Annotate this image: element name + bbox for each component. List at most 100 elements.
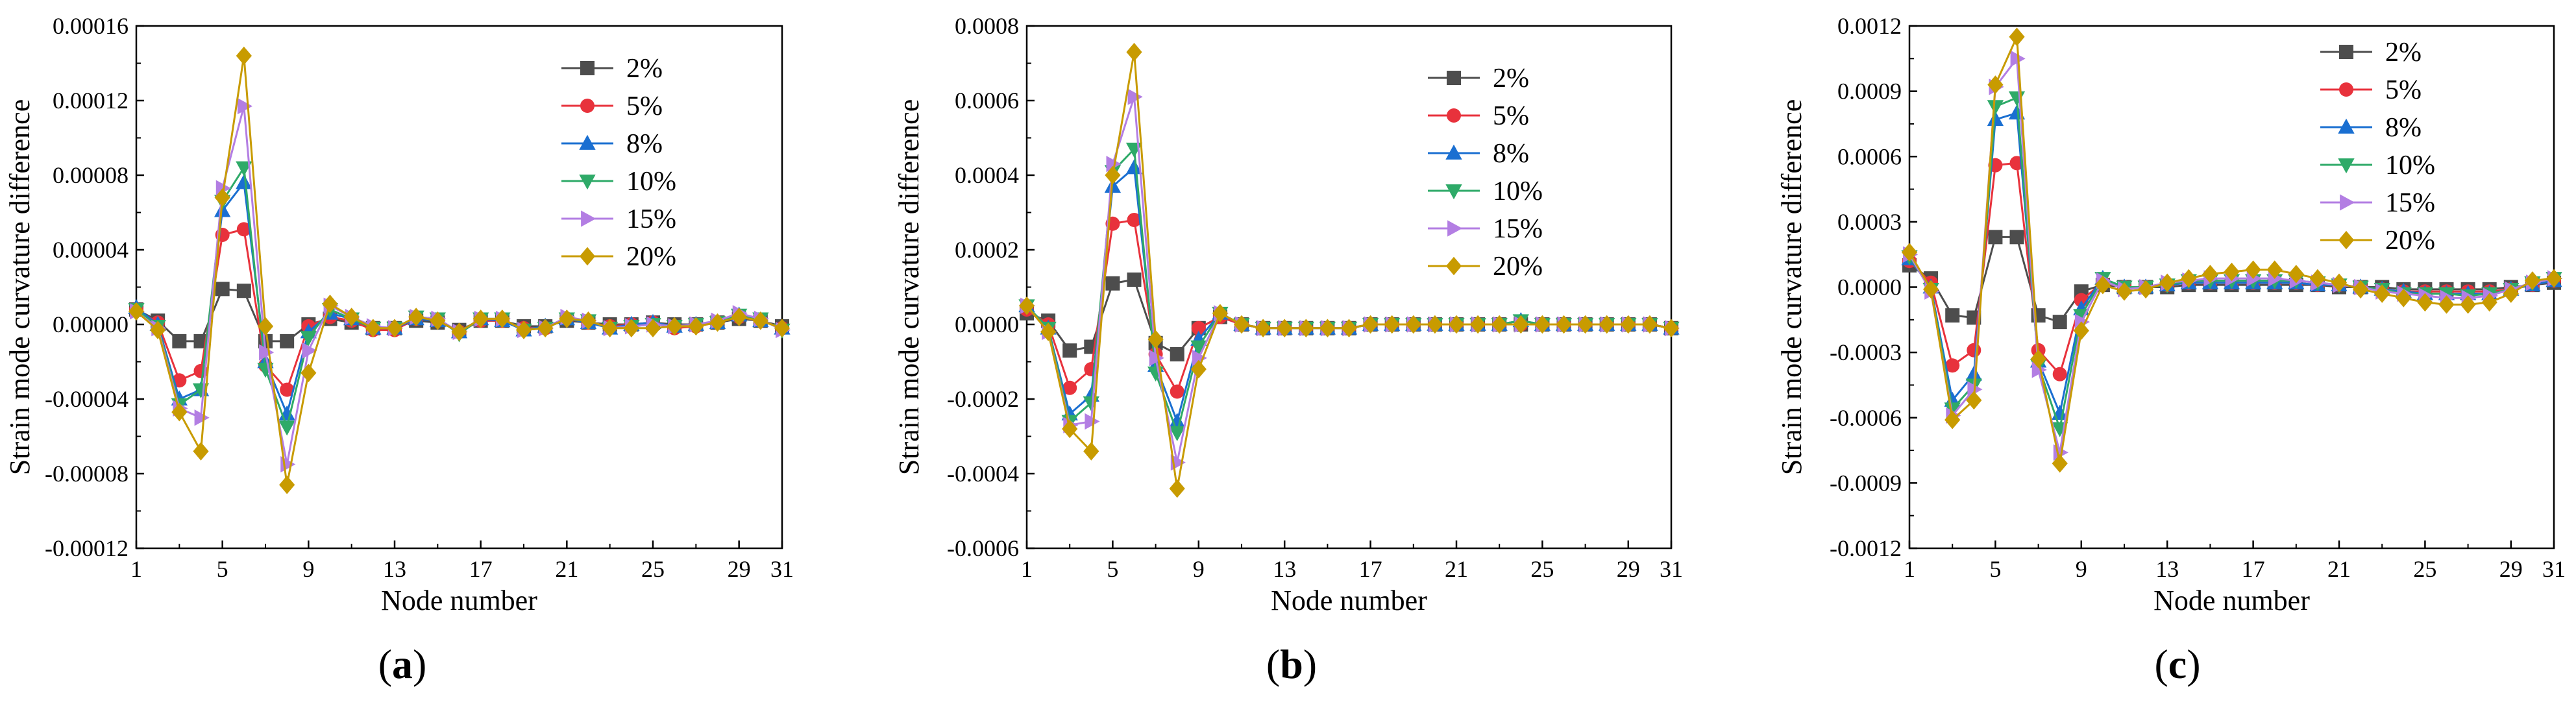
data-point xyxy=(752,311,768,330)
data-point xyxy=(2353,280,2369,299)
y-tick-label: -0.0012 xyxy=(1830,535,1902,561)
data-point xyxy=(1127,213,1142,227)
data-point xyxy=(2030,349,2046,369)
data-point xyxy=(1062,380,1077,395)
x-tick-label: 17 xyxy=(469,556,493,582)
x-tick-label: 31 xyxy=(2542,556,2566,582)
data-point xyxy=(280,334,295,348)
legend-marker xyxy=(1447,220,1463,237)
legend-label: 10% xyxy=(1493,176,1543,206)
legend-label: 15% xyxy=(626,204,676,234)
legend-marker xyxy=(2338,118,2355,134)
data-point xyxy=(2138,280,2154,299)
y-tick-label: -0.0004 xyxy=(947,461,1019,487)
legend-label: 8% xyxy=(2385,113,2422,143)
data-point xyxy=(1040,322,1057,341)
data-point xyxy=(1212,304,1228,323)
data-point xyxy=(515,321,532,339)
y-tick-label: -0.0003 xyxy=(1830,339,1902,365)
data-point xyxy=(236,174,252,189)
y-axis-title: Strain mode curvature difference xyxy=(4,99,36,475)
legend-label: 15% xyxy=(2385,188,2435,218)
x-tick-label: 5 xyxy=(1989,556,2001,582)
data-point xyxy=(1125,159,1143,175)
legend-entry: 10% xyxy=(2320,151,2435,180)
y-tick-label: -0.00012 xyxy=(45,535,129,561)
legend-entry: 2% xyxy=(2320,38,2422,67)
data-point xyxy=(2417,293,2433,312)
data-point xyxy=(1169,479,1185,498)
legend-marker xyxy=(2339,45,2353,59)
series-20pct xyxy=(1901,27,2562,473)
data-point xyxy=(537,319,554,338)
data-point xyxy=(1127,88,1143,105)
x-tick-label: 1 xyxy=(1904,556,1915,582)
data-point xyxy=(709,313,726,332)
data-point xyxy=(1384,315,1400,334)
data-point xyxy=(1233,315,1250,334)
panel-label-open-paren: ( xyxy=(2154,641,2168,687)
data-point xyxy=(1427,315,1443,334)
y-tick-label: 0.0002 xyxy=(955,237,1019,263)
legend-label: 2% xyxy=(1493,64,1529,93)
legend-label: 8% xyxy=(626,129,663,159)
y-tick-label: 0.00012 xyxy=(53,88,129,114)
data-point xyxy=(1966,391,1982,410)
legend-entry: 15% xyxy=(561,204,676,234)
legend-entry: 8% xyxy=(561,129,663,159)
data-point xyxy=(2524,271,2540,290)
data-point xyxy=(1620,315,1636,334)
legend-entry: 8% xyxy=(2320,113,2422,143)
data-point xyxy=(214,188,230,207)
data-point xyxy=(2009,230,2024,245)
legend-entry: 5% xyxy=(1428,101,1529,131)
data-point xyxy=(1105,165,1121,185)
y-tick-label: 0.0004 xyxy=(955,162,1019,188)
data-point xyxy=(1641,315,1658,334)
legend-entry: 10% xyxy=(1428,176,1543,206)
data-point xyxy=(1169,413,1186,428)
legend-entry: 2% xyxy=(561,54,663,84)
x-tick-label: 21 xyxy=(1445,556,1468,582)
data-point xyxy=(2073,321,2089,340)
x-axis-title: Node number xyxy=(2153,585,2310,616)
data-point xyxy=(1405,315,1421,334)
data-point xyxy=(1988,230,2003,245)
x-tick-label: 13 xyxy=(2155,556,2179,582)
legend-entry: 15% xyxy=(1428,214,1543,244)
chart-panel-a: 1 5 9 13 17 21 25 29 31 -0.00012 -0.00008 -0.00004 0… xyxy=(4,13,794,687)
panel-label-letter: b xyxy=(1280,641,1303,687)
legend-marker xyxy=(579,134,596,150)
x-tick-label: 31 xyxy=(770,556,794,582)
data-point xyxy=(602,319,618,338)
data-point xyxy=(2094,275,2111,295)
y-tick-label: 0.0000 xyxy=(1837,274,1902,300)
legend-label: 5% xyxy=(626,91,663,121)
data-point xyxy=(2052,367,2067,382)
data-point xyxy=(1362,315,1379,334)
y-axis-title: Strain mode curvature difference xyxy=(1776,99,1808,475)
y-tick-label: 0.00008 xyxy=(53,162,129,188)
x-tick-label: 9 xyxy=(2076,556,2087,582)
data-point xyxy=(1945,308,1960,323)
x-tick-label: 17 xyxy=(1359,556,1382,582)
panel-label-close-paren: ) xyxy=(413,641,426,687)
legend-entry: 8% xyxy=(1428,139,1529,169)
data-point xyxy=(2309,269,2325,288)
data-point xyxy=(1127,273,1142,287)
data-point xyxy=(386,319,403,338)
legend-marker xyxy=(580,99,595,113)
data-point xyxy=(171,402,188,422)
y-tick-label: -0.0009 xyxy=(1830,470,1902,496)
data-point xyxy=(1663,319,1680,338)
legend-marker xyxy=(1445,184,1462,200)
legend-label: 8% xyxy=(1493,139,1529,169)
x-tick-label: 9 xyxy=(1193,556,1205,582)
data-point xyxy=(1470,315,1486,334)
x-tick-label: 1 xyxy=(130,556,142,582)
data-point xyxy=(580,311,596,330)
y-tick-label: -0.00008 xyxy=(45,461,129,487)
legend-entry: 10% xyxy=(561,167,676,197)
data-point xyxy=(1149,350,1164,367)
data-point xyxy=(1923,280,1939,299)
